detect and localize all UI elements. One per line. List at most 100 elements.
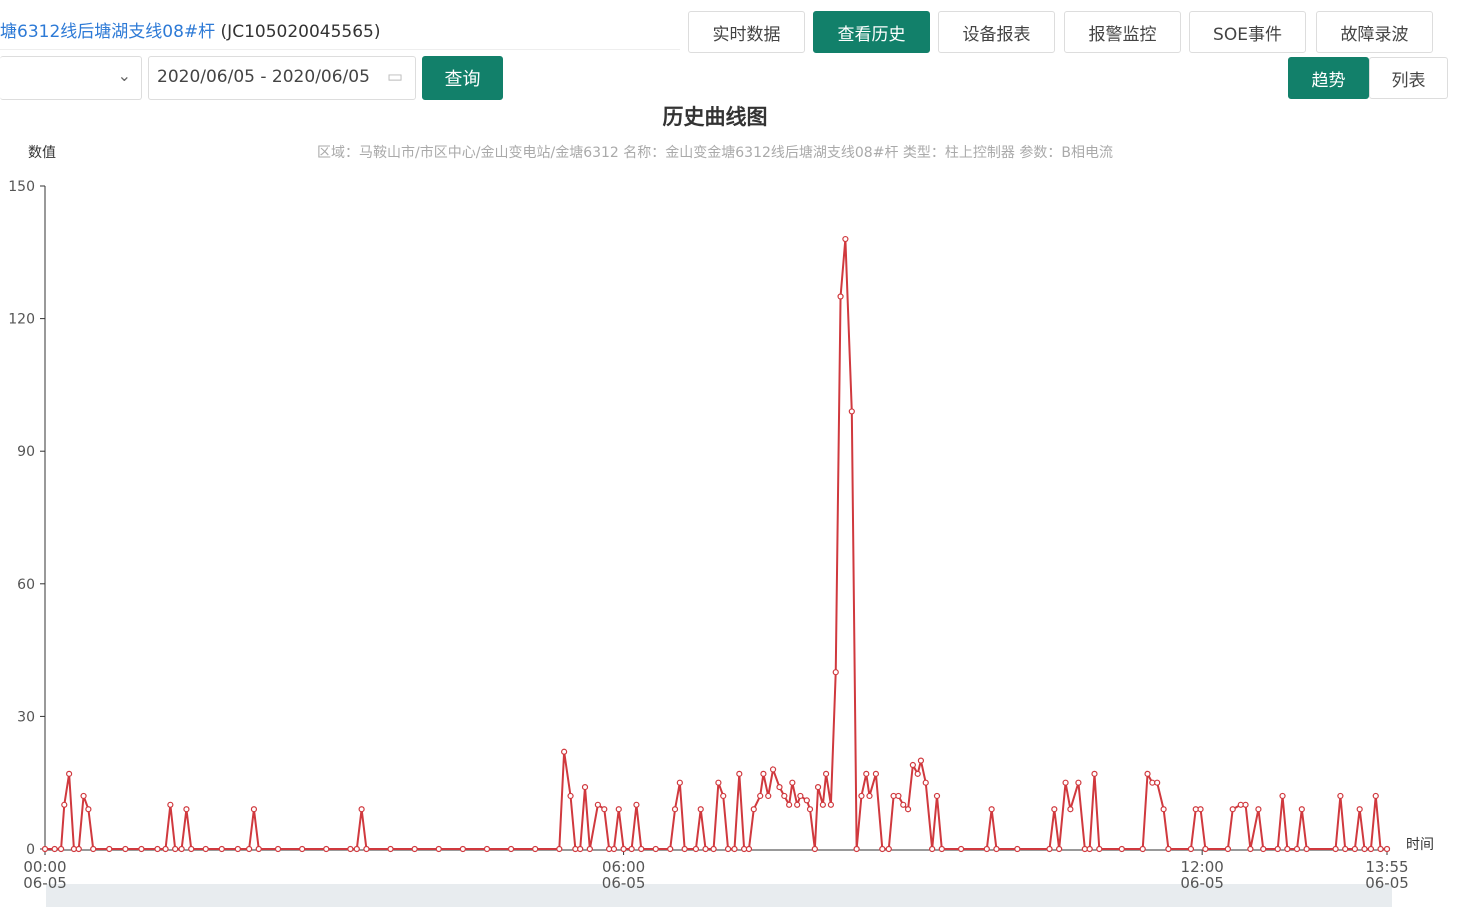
tab[interactable]: 查看历史: [813, 11, 930, 53]
tab[interactable]: 故障录波: [1316, 11, 1433, 53]
data-point: [620, 845, 627, 853]
data-point: [1160, 806, 1167, 813]
data-point: [638, 845, 645, 853]
data-point: [85, 806, 92, 813]
data-point: [697, 806, 704, 813]
data-point: [819, 801, 826, 808]
data-point: [1046, 845, 1053, 853]
data-point: [57, 845, 65, 853]
data-point: [1197, 806, 1204, 813]
tab[interactable]: SOE事件: [1189, 11, 1306, 53]
data-point: [363, 845, 370, 853]
zoom-slider[interactable]: [46, 884, 1392, 907]
data-point: [789, 779, 796, 786]
date-picker[interactable]: 2020/06/05 - 2020/06/05 ▭: [148, 56, 416, 100]
data-point: [822, 770, 830, 777]
x-tick-date: 06-05: [1180, 874, 1224, 892]
data-point: [80, 792, 87, 800]
device-link[interactable]: 塘6312线后塘湖支线08#杆: [0, 22, 216, 42]
data-point: [1144, 770, 1151, 777]
trend-toggle[interactable]: 趋势: [1288, 57, 1369, 99]
data-point: [1260, 845, 1267, 853]
list-toggle[interactable]: 列表: [1369, 57, 1448, 99]
data-point: [797, 792, 804, 800]
data-point: [957, 845, 965, 853]
x-tick-label: 00:00: [23, 858, 66, 876]
data-point: [1298, 806, 1305, 813]
data-point: [806, 806, 814, 813]
chart-title: 历史曲线图: [663, 105, 768, 129]
data-point: [106, 845, 113, 853]
y-tick-label: 150: [8, 179, 35, 195]
data-point: [671, 806, 679, 813]
data-point: [736, 770, 743, 777]
tab[interactable]: 设备报表: [938, 11, 1055, 53]
data-point: [435, 845, 442, 853]
data-point: [724, 845, 732, 853]
y-tick-label: 120: [8, 312, 35, 328]
data-point: [879, 845, 886, 853]
data-point: [353, 845, 360, 853]
device-code: (JC105020045565): [220, 22, 381, 42]
data-point: [122, 845, 129, 853]
data-point: [167, 801, 174, 808]
data-point: [652, 845, 659, 853]
data-point: [1372, 792, 1379, 800]
data-point: [483, 845, 491, 853]
data-point: [1367, 845, 1375, 853]
data-point: [1139, 845, 1146, 853]
data-point: [858, 792, 865, 800]
x-axis-title: 时间: [1406, 837, 1434, 853]
data-point: [1118, 845, 1125, 853]
data-point: [794, 801, 801, 808]
data-point: [387, 845, 394, 853]
data-point: [872, 770, 880, 777]
data-point: [832, 669, 839, 676]
data-point: [172, 845, 179, 853]
data-point: [1242, 801, 1249, 808]
data-point: [676, 779, 683, 786]
data-point: [853, 845, 860, 853]
data-point: [786, 801, 793, 808]
data-point: [710, 845, 717, 853]
data-point: [885, 845, 892, 853]
data-point: [1255, 806, 1262, 813]
data-point: [1247, 845, 1254, 853]
data-point: [615, 806, 622, 813]
data-point: [567, 792, 574, 800]
data-point: [610, 845, 618, 853]
data-point: [1051, 806, 1058, 813]
data-point: [1187, 845, 1195, 853]
data-point: [904, 806, 912, 813]
data-point: [900, 801, 907, 808]
data-point: [1165, 845, 1172, 853]
data-point: [1351, 845, 1358, 853]
query-button[interactable]: 查询: [422, 56, 503, 100]
data-point: [760, 770, 767, 777]
data-point: [866, 792, 873, 800]
data-point: [692, 845, 700, 853]
x-tick-label: 06:00: [602, 858, 645, 876]
tab[interactable]: 实时数据: [688, 11, 805, 53]
data-point: [561, 748, 568, 755]
data-point: [1293, 845, 1301, 853]
data-point: [1337, 792, 1344, 800]
data-point: [586, 845, 593, 853]
data-point: [323, 845, 330, 853]
data-point: [246, 845, 253, 853]
select[interactable]: ⌄: [0, 56, 142, 100]
tab[interactable]: 报警监控: [1064, 11, 1181, 53]
data-point: [1096, 845, 1103, 853]
y-tick-label: 90: [17, 444, 35, 460]
breadcrumb: 塘6312线后塘湖支线08#杆 (JC105020045565): [0, 14, 680, 50]
data-point: [1086, 845, 1093, 853]
x-tick-date: 06-05: [1365, 874, 1409, 892]
data-point: [162, 845, 169, 853]
data-point: [1062, 779, 1069, 786]
chart-subtitle: 区域：马鞍山市/市区中心/金山变电站/金塘6312 名称：金山变金塘6312线后…: [317, 144, 1113, 161]
data-point: [914, 770, 921, 777]
data-point: [933, 792, 941, 800]
data-point: [628, 845, 635, 853]
data-point: [922, 779, 929, 786]
